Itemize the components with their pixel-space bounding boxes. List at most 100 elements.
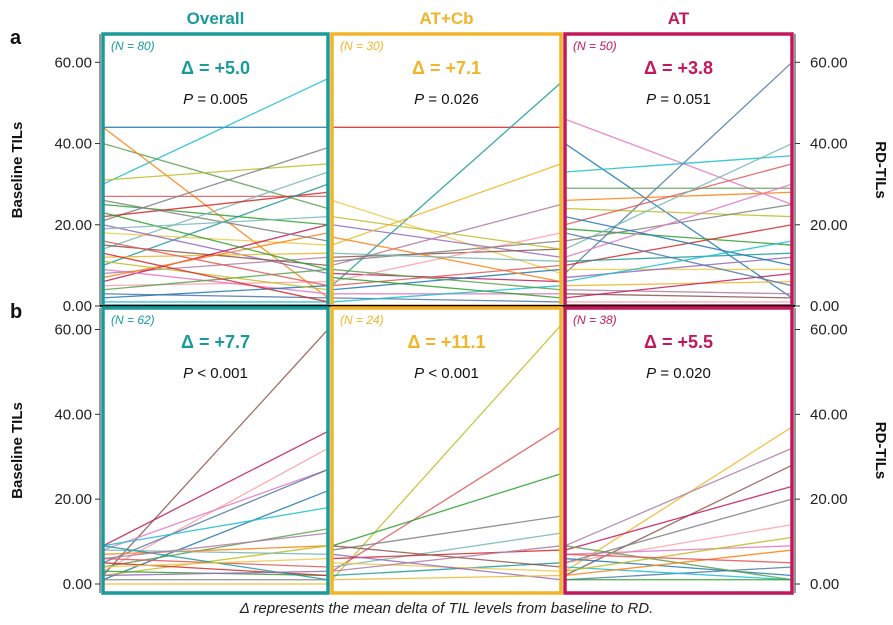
series-line-atcb-11 [331,545,562,568]
left-tick-label: 20.00 [54,491,92,508]
series-line-at-8 [564,566,793,581]
series-line-atcb-5 [331,549,562,560]
series-line-at-16 [564,289,793,295]
p-symbol: P [646,365,656,382]
left-tick-label: 40.00 [54,136,92,153]
right-axis-title: RD-TILs [872,141,889,199]
p-value: = 0.051 [656,91,711,108]
n-label: (N = 30) [340,39,384,53]
series-line-atcb-16 [331,264,562,287]
series-line-at-12 [564,252,793,262]
series-line-atcb-2 [331,199,562,275]
series-line-atcb-10 [331,297,562,303]
series-line-at-4 [564,523,793,564]
p-value-label: P < 0.001 [183,365,248,382]
series-line-atcb-15 [331,216,562,250]
series-line-overall-16 [102,557,329,568]
p-value: = 0.005 [193,91,248,108]
left-tick-label: 0.00 [63,298,92,315]
series-line-overall-26 [102,211,329,271]
panel-label-b: b [10,301,22,323]
series-line-at-7 [564,163,793,226]
right-tick-label: 0.00 [810,298,839,315]
series-line-atcb-10 [331,545,562,572]
series-line-overall-9 [102,191,329,218]
series-line-atcb-4 [331,163,562,246]
series-line-atcb-3 [331,224,562,258]
series-line-overall-1 [102,77,329,185]
n-label: (N = 80) [111,39,155,53]
series-line-overall-23 [102,232,329,279]
panel-frame-0 [101,306,330,595]
p-symbol: P [646,91,656,108]
series-line-atcb-0 [331,324,562,581]
series-line-at-21 [564,232,793,287]
series-line-at-20 [564,183,793,258]
series-line-at-10 [564,142,793,250]
p-value-label: P < 0.001 [414,365,479,382]
right-tick-label: 20.00 [810,217,848,234]
series-line-overall-27 [102,199,329,242]
series-line-overall-28 [102,215,329,230]
p-value-label: P = 0.005 [183,91,248,108]
series-line-at-3 [564,485,793,551]
p-value-label: P = 0.020 [646,365,711,382]
column-title-0: Overall [187,9,245,28]
n-label: (N = 50) [573,39,617,53]
series-line-atcb-19 [331,252,562,262]
right-tick-label: 0.00 [810,576,839,593]
series-line-atcb-13 [331,268,562,291]
series-line-overall-20 [102,285,329,299]
p-value-label: P = 0.051 [646,91,711,108]
series-line-overall-9 [102,545,329,577]
left-tick-label: 0.00 [63,576,92,593]
left-tick-label: 20.00 [54,217,92,234]
p-symbol: P [183,91,193,108]
left-tick-label: 40.00 [54,406,92,423]
n-label: (N = 38) [573,313,617,327]
p-value: = 0.026 [424,91,479,108]
delta-label: Δ = +3.8 [644,58,713,78]
series-line-overall-7 [102,146,329,222]
series-line-overall-12 [102,224,329,275]
right-tick-label: 40.00 [810,136,848,153]
series-line-at-15 [564,280,793,287]
series-line-atcb-14 [331,236,562,283]
series-line-at-9 [564,203,793,242]
series-line-at-3 [564,155,793,173]
series-line-overall-11 [102,232,329,246]
left-tick-label: 60.00 [54,54,92,71]
series-line-overall-8 [102,171,329,250]
series-line-at-1 [564,61,793,274]
series-line-at-1 [564,447,793,547]
series-line-atcb-1 [331,426,562,572]
series-line-atcb-3 [331,515,562,551]
panel-frame-1 [330,306,563,595]
p-symbol: P [414,365,424,382]
series-line-overall-19 [102,293,329,299]
p-value: < 0.001 [424,365,479,382]
p-symbol: P [414,91,424,108]
n-label: (N = 62) [111,313,155,327]
delta-label: Δ = +7.7 [181,332,250,352]
series-line-atcb-12 [331,285,562,303]
series-line-at-0 [564,426,793,572]
left-axis-title: Baseline TILs [9,402,26,499]
series-line-atcb-17 [331,276,562,299]
series-line-overall-24 [102,260,329,291]
series-line-at-0 [564,118,793,206]
series-line-at-17 [564,293,793,299]
series-line-overall-14 [102,562,329,577]
right-tick-label: 60.00 [810,54,848,71]
series-line-overall-17 [102,280,329,287]
right-tick-label: 20.00 [810,491,848,508]
n-label: (N = 24) [340,313,384,327]
column-title-1: AT+Cb [420,9,474,28]
series-line-overall-18 [102,268,329,295]
series-line-at-6 [564,207,793,218]
delta-label: Δ = +7.1 [412,58,481,78]
p-value-label: P = 0.026 [414,91,479,108]
series-line-overall-0 [102,329,329,576]
right-tick-label: 60.00 [810,321,848,338]
series-line-overall-1 [102,430,329,547]
